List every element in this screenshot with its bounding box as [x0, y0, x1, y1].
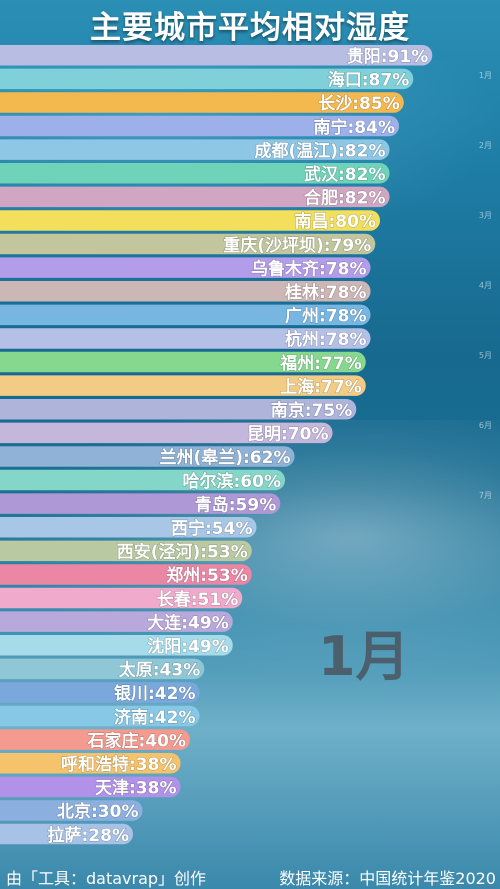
bar-广州 [0, 304, 371, 326]
bar-哈尔滨 [0, 469, 285, 491]
bar-沈阳 [0, 635, 233, 656]
bar-西安(泾河) [0, 540, 252, 562]
bar-label-西宁: 西宁:54% [171, 518, 253, 539]
bar-label-银川: 银川:42% [114, 683, 196, 704]
bar-label-桂林: 桂林:78% [284, 282, 367, 303]
bar-label-上海: 上海:77% [280, 376, 362, 397]
bar-杭州 [0, 328, 371, 349]
bar-label-石家庄: 石家庄:40% [87, 730, 187, 751]
timeline-tick: 7月 [478, 491, 492, 500]
bar-青岛 [0, 493, 281, 514]
bar-乌鲁木齐 [0, 257, 371, 278]
bar-长春 [0, 587, 243, 609]
bar-北京 [0, 800, 143, 821]
bar-福州 [0, 351, 366, 373]
bar-成都(温江) [0, 139, 390, 160]
bar-label-郑州: 郑州:53% [166, 565, 248, 586]
bar-label-长春: 长春:51% [157, 589, 239, 610]
bar-银川 [0, 682, 200, 703]
timeline-tick: 5月 [478, 351, 492, 360]
bar-天津 [0, 776, 181, 798]
bar-label-南昌: 南昌:80% [295, 211, 377, 232]
bar-武汉 [0, 163, 390, 184]
bar-济南 [0, 705, 200, 727]
bar-label-青岛: 青岛:59% [195, 494, 277, 515]
bar-长沙 [0, 92, 404, 113]
bar-南宁 [0, 115, 399, 137]
credit-text: 由「工具：datavrap」创作 [6, 869, 207, 888]
bar-label-西安(泾河): 西安(泾河):53% [117, 542, 248, 563]
bar-石家庄 [0, 729, 190, 750]
bar-兰州(皋兰) [0, 446, 295, 467]
bar-label-广州: 广州:78% [285, 306, 367, 327]
timeline-tick: 3月 [478, 211, 492, 220]
bar-贵阳 [0, 45, 433, 66]
bar-label-沈阳: 沈阳:49% [147, 636, 229, 657]
bar-昆明 [0, 422, 333, 444]
bar-label-拉萨: 拉萨:28% [48, 825, 130, 846]
bar-label-哈尔滨: 哈尔滨:60% [183, 471, 282, 492]
bar-label-成都(温江): 成都(温江):82% [254, 140, 385, 161]
bar-上海 [0, 375, 366, 396]
bar-呼和浩特 [0, 753, 181, 774]
footer: 由「工具：datavrap」创作 数据来源：中国统计年鉴2020 [0, 863, 500, 889]
bar-海口 [0, 68, 414, 90]
bar-label-武汉: 武汉:82% [304, 164, 386, 185]
bar-label-南京: 南京:75% [271, 400, 353, 421]
bar-西宁 [0, 517, 257, 538]
bar-太原 [0, 658, 205, 680]
bar-label-贵阳: 贵阳:91% [347, 46, 429, 67]
chart-title: 主要城市平均相对湿度 [90, 10, 410, 46]
bar-label-乌鲁木齐: 乌鲁木齐:78% [251, 258, 367, 279]
bar-label-合肥: 合肥:82% [304, 188, 386, 209]
bar-label-呼和浩特: 呼和浩特:38% [61, 754, 177, 775]
bar-label-海口: 海口:87% [328, 70, 410, 91]
bar-大连 [0, 611, 233, 632]
side-timeline: 1月 2月 3月 4月 5月 6月 7月 [472, 70, 492, 770]
timeline-tick: 2月 [478, 141, 492, 150]
bar-label-北京: 北京:30% [57, 801, 139, 822]
bar-合肥 [0, 186, 390, 208]
bar-郑州 [0, 564, 252, 585]
timeline-tick: 1月 [478, 71, 492, 80]
bar-label-重庆(沙坪坝): 重庆(沙坪坝):79% [223, 235, 371, 256]
bar-label-兰州(皋兰): 兰州(皋兰):62% [159, 447, 290, 468]
bar-label-福州: 福州:77% [279, 353, 362, 374]
bar-重庆(沙坪坝) [0, 233, 376, 255]
source-text: 数据来源：中国统计年鉴2020 [279, 869, 496, 888]
bar-label-昆明: 昆明:70% [247, 425, 329, 445]
bar-label-天津: 天津:38% [95, 778, 177, 799]
month-label: 1月 [318, 625, 410, 688]
bar-label-太原: 太原:43% [119, 660, 201, 681]
bar-label-长沙: 长沙:85% [318, 93, 400, 114]
bar-南昌 [0, 210, 380, 231]
bar-label-南宁: 南宁:84% [314, 117, 396, 138]
bar-桂林 [0, 281, 371, 302]
bar-label-济南: 济南:42% [114, 707, 196, 728]
timeline-tick: 6月 [478, 421, 492, 430]
bar-label-大连: 大连:49% [147, 612, 229, 633]
timeline-tick: 4月 [478, 281, 492, 290]
bar-label-杭州: 杭州:78% [285, 329, 367, 350]
bar-拉萨 [0, 823, 133, 845]
bar-南京 [0, 399, 357, 420]
